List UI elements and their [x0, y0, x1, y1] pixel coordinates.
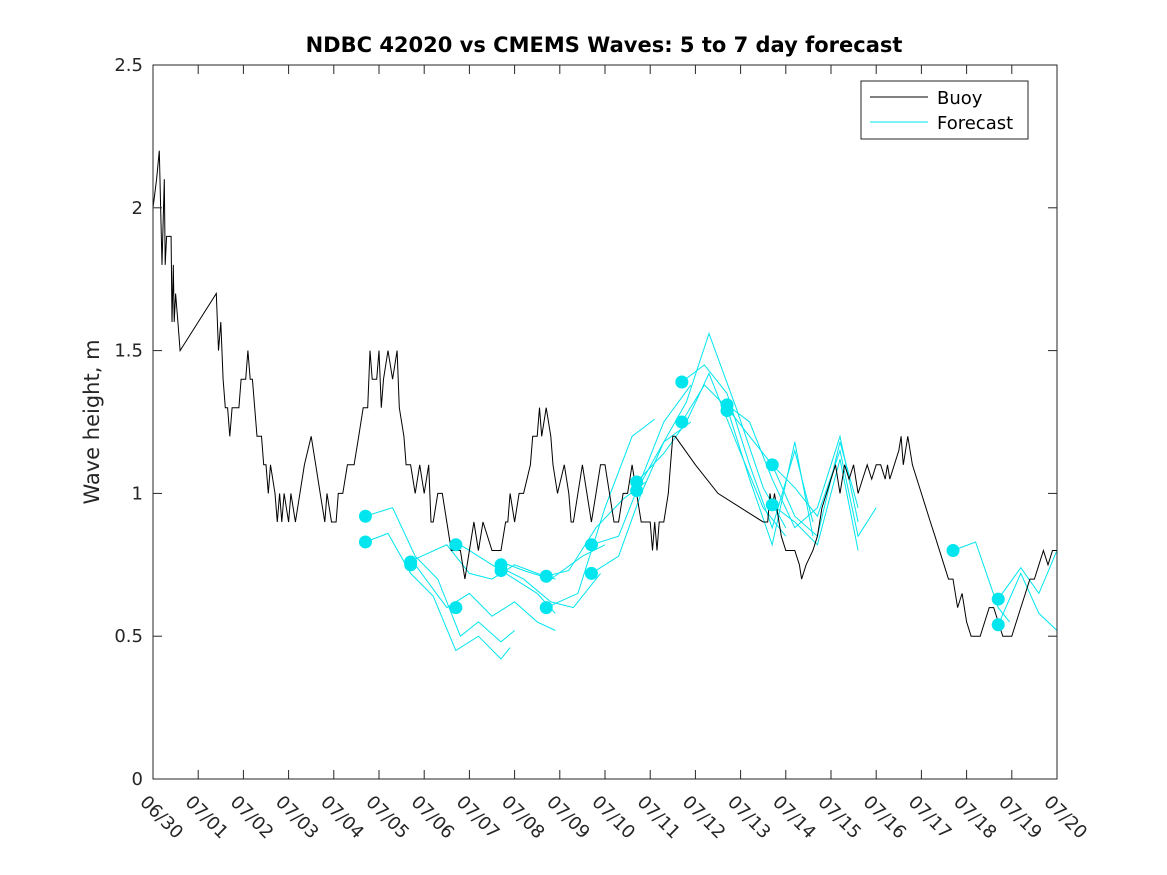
- forecast-line: [771, 458, 859, 551]
- forecast-line: [726, 407, 859, 538]
- y-tick-label: 0: [132, 769, 143, 790]
- forecast-marker: [539, 569, 553, 583]
- forecast-marker: [946, 544, 960, 558]
- forecast-marker: [720, 404, 734, 418]
- data-layer: [153, 150, 1057, 660]
- forecast-line: [365, 507, 515, 643]
- forecast-line: [365, 532, 511, 660]
- forecast-marker: [991, 592, 1005, 606]
- forecast-marker: [584, 538, 598, 552]
- forecast-line: [771, 448, 877, 538]
- forecast-marker: [584, 566, 598, 580]
- forecast-line: [997, 572, 1057, 631]
- forecast-line: [681, 384, 814, 547]
- y-tick-label: 0.5: [114, 626, 143, 647]
- forecast-line: [636, 331, 787, 528]
- y-tick-label: 1.5: [114, 341, 143, 362]
- forecast-line: [636, 372, 787, 537]
- forecast-marker: [494, 564, 508, 578]
- forecast-marker: [675, 375, 689, 389]
- legend-forecast-label: Forecast: [937, 113, 1013, 134]
- forecast-marker: [765, 458, 779, 472]
- chart-title: NDBC 42020 vs CMEMS Waves: 5 to 7 day fo…: [306, 33, 903, 57]
- legend-buoy-label: Buoy: [937, 88, 983, 109]
- forecast-line: [952, 541, 1010, 623]
- buoy-line: [153, 150, 1057, 637]
- forecast-line: [460, 544, 556, 614]
- forecast-line: [414, 564, 556, 631]
- forecast-marker: [358, 535, 372, 549]
- forecast-line: [500, 567, 601, 609]
- y-tick-label: 1: [132, 483, 143, 504]
- forecast-line: [546, 481, 647, 577]
- forecast-marker: [449, 601, 463, 615]
- y-tick-label: 2: [132, 198, 143, 219]
- forecast-marker: [404, 558, 418, 572]
- forecast-marker: [991, 618, 1005, 632]
- forecast-marker: [630, 484, 644, 498]
- forecast-line: [545, 418, 656, 609]
- forecast-line: [414, 544, 556, 580]
- y-tick-label: 2.5: [114, 55, 143, 76]
- legend-box: [860, 80, 1029, 140]
- y-axis-label: Wave height, m: [80, 339, 104, 504]
- legend: Buoy Forecast: [860, 80, 1029, 140]
- forecast-marker: [358, 509, 372, 523]
- forecast-line: [726, 404, 859, 529]
- forecast-line: [681, 364, 814, 530]
- forecast-marker: [675, 415, 689, 429]
- forecast-marker: [539, 601, 553, 615]
- forecast-marker: [449, 538, 463, 552]
- forecast-marker: [765, 498, 779, 512]
- plot-area: [153, 150, 1057, 660]
